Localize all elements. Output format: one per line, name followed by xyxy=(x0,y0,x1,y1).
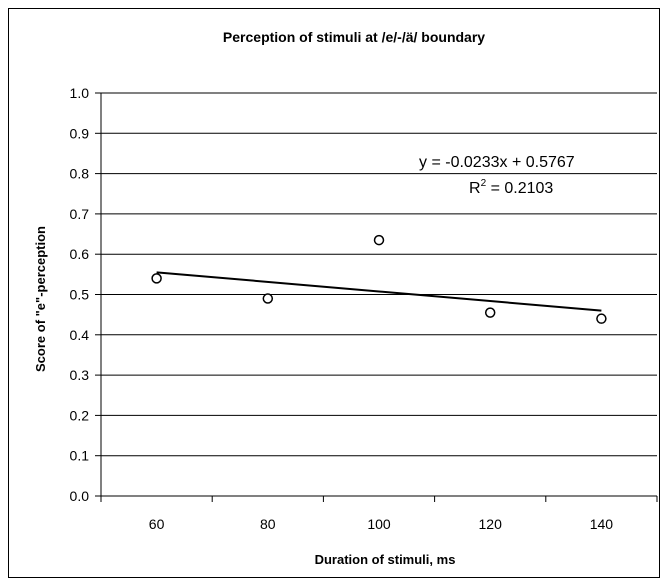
y-tick-label: 0.0 xyxy=(70,488,90,504)
x-tick-label: 120 xyxy=(479,516,503,532)
r-squared-value: = 0.2103 xyxy=(486,180,553,197)
y-tick-label: 0.7 xyxy=(70,206,90,222)
x-tick-label: 100 xyxy=(367,516,391,532)
data-point xyxy=(596,313,607,324)
y-tick-label: 0.3 xyxy=(70,367,90,383)
x-axis-label: Duration of stimuli, ms xyxy=(315,552,456,567)
axes xyxy=(95,92,658,502)
data-point xyxy=(151,273,162,284)
data-point xyxy=(484,307,496,318)
trendline xyxy=(156,271,602,312)
y-tick-label: 0.8 xyxy=(70,166,90,182)
data-points xyxy=(151,234,607,324)
x-tick-label: 80 xyxy=(260,516,276,532)
y-axis-label: Score of "e"-perception xyxy=(33,226,48,372)
y-tick-label: 0.9 xyxy=(70,125,90,141)
chart-svg: Perception of stimuli at /e/-/ä/ boundar… xyxy=(33,29,658,567)
y-tick-label: 0.6 xyxy=(70,246,90,262)
y-tick-label: 0.5 xyxy=(70,287,90,303)
data-point xyxy=(262,293,274,304)
y-tick-labels: 0.0 0.1 0.2 0.3 0.4 0.5 0.6 0.7 0.8 0.9 1.0 xyxy=(70,85,90,504)
gridlines xyxy=(101,92,657,457)
x-tick-label: 60 xyxy=(149,516,165,532)
data-point xyxy=(373,234,385,246)
y-tick-label: 1.0 xyxy=(70,85,90,101)
trendline-group xyxy=(156,271,602,312)
r-squared-sup: 2 xyxy=(481,178,487,189)
y-tick-label: 0.1 xyxy=(70,448,90,464)
trendline-equation: y = -0.0233x + 0.5767 xyxy=(419,154,575,171)
x-tick-label: 140 xyxy=(590,516,614,532)
r-squared-r: R xyxy=(469,180,481,197)
x-tick-labels: 60 80 100 120 140 xyxy=(149,516,613,532)
y-tick-label: 0.4 xyxy=(70,327,90,343)
r-squared-label: R2 = 0.2103 xyxy=(469,178,553,197)
chart-title: Perception of stimuli at /e/-/ä/ boundar… xyxy=(223,29,485,45)
y-tick-label: 0.2 xyxy=(70,407,90,423)
chart-frame: Perception of stimuli at /e/-/ä/ boundar… xyxy=(8,8,660,578)
